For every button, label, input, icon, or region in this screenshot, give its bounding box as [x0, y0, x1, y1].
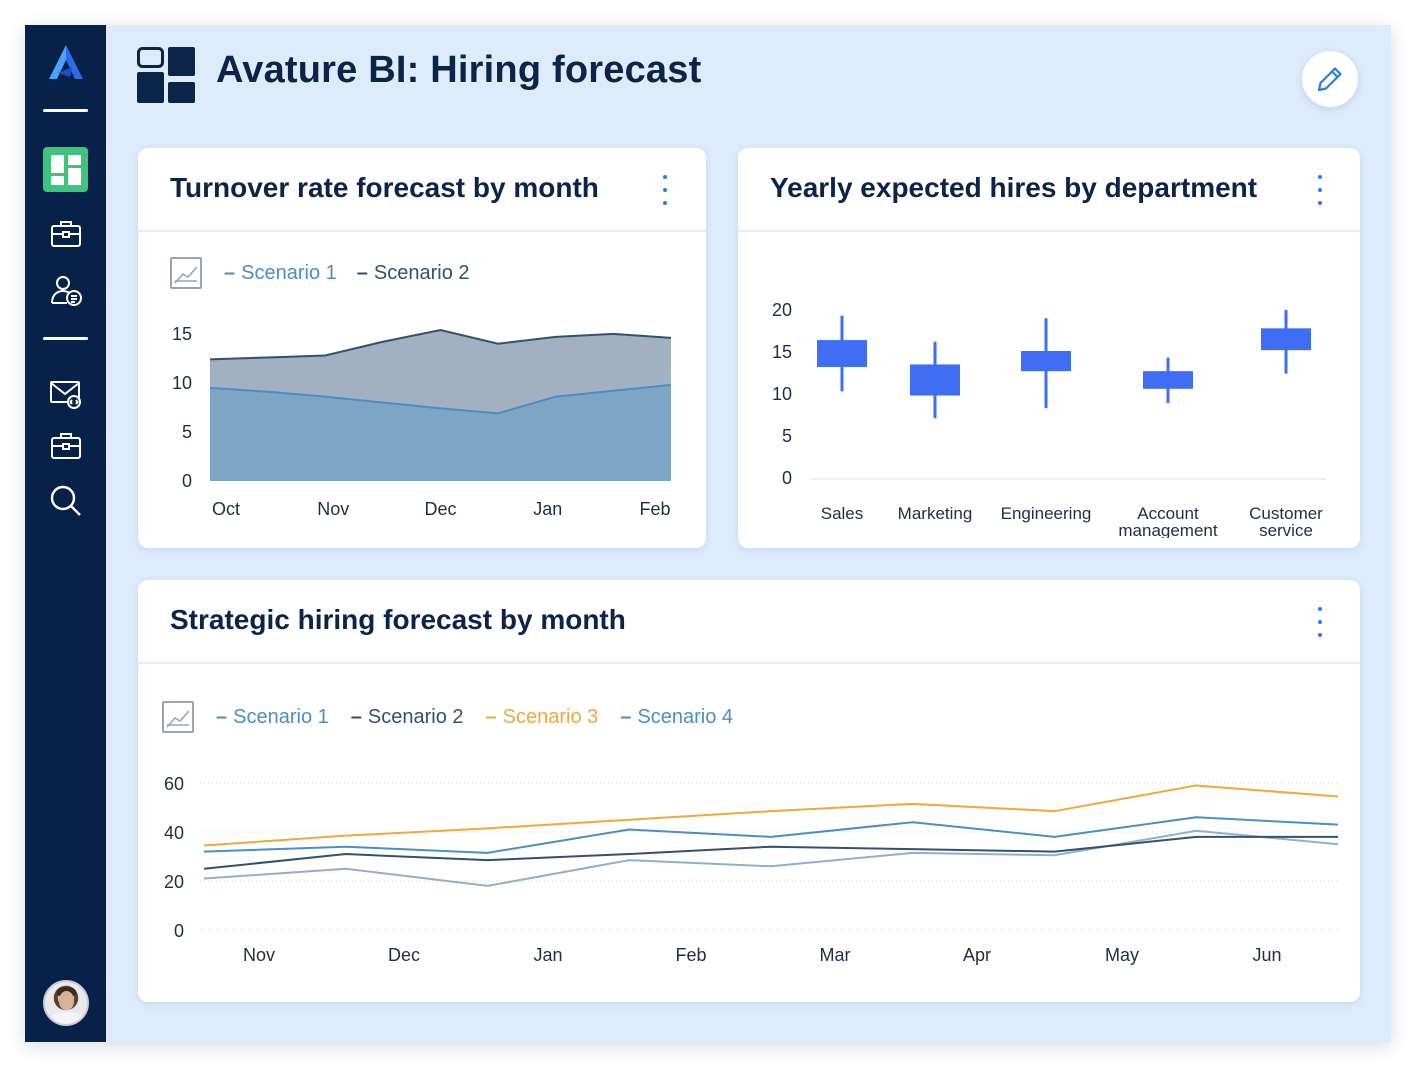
series-area-scenario-1 — [210, 384, 671, 481]
x-tick-label: Feb — [675, 945, 706, 965]
candle-box — [1261, 328, 1311, 351]
dashboard-icon — [50, 154, 81, 185]
chart-type-icon[interactable] — [170, 257, 202, 289]
card-title: Strategic hiring forecast by month — [170, 604, 626, 635]
x-tick-label: Marketing — [898, 504, 973, 523]
edit-button[interactable] — [1302, 51, 1358, 107]
user-avatar[interactable] — [43, 980, 89, 1026]
x-tick-label: Jan — [533, 945, 562, 965]
avature-logo-icon[interactable] — [46, 43, 86, 83]
x-tick-label: Jan — [533, 499, 562, 519]
turnover-card: Turnover rate forecast by month – Scenari… — [138, 148, 706, 548]
candle-box — [910, 364, 960, 396]
y-tick-label: 0 — [182, 471, 192, 491]
x-tick-label: Dec — [424, 499, 456, 519]
legend-item-scenario-4[interactable]: – Scenario 4 — [620, 705, 733, 728]
y-tick-label: 10 — [172, 373, 192, 393]
card-header: Strategic hiring forecast by month — [138, 580, 1360, 664]
y-tick-label: 20 — [164, 872, 184, 892]
y-tick-label: 20 — [772, 300, 792, 320]
legend-item-scenario-1[interactable]: – Scenario 1 — [216, 705, 329, 728]
sidebar-divider — [43, 109, 88, 112]
y-tick-label: 5 — [182, 422, 192, 442]
card-title: Turnover rate forecast by month — [170, 172, 599, 203]
strategic-line-chart: 0 20 40 60 Nov Dec Jan Feb Mar Apr May Jun — [164, 774, 1340, 965]
mail-settings-icon — [49, 380, 81, 409]
x-tick-label: Account management — [1118, 504, 1218, 538]
x-tick-label: May — [1105, 945, 1139, 965]
series-line-scenario-1 — [203, 816, 1339, 854]
search-icon — [50, 485, 81, 516]
page-title: Avature BI: Hiring forecast — [216, 49, 702, 91]
candle-box — [1143, 371, 1193, 389]
x-tick-label: Sales — [821, 504, 864, 523]
briefcase-icon — [50, 432, 81, 459]
series-line-scenario-4 — [203, 829, 1339, 887]
more-options-icon[interactable] — [658, 172, 672, 208]
app-window: Avature BI: Hiring forecast Turnover rat… — [25, 25, 1391, 1042]
dashboard-grid-icon — [137, 47, 195, 103]
sidebar-item-messages[interactable] — [43, 370, 88, 415]
pencil-icon — [1317, 67, 1342, 92]
y-tick-label: 0 — [782, 468, 792, 488]
sidebar-item-jobs[interactable] — [43, 211, 88, 256]
legend-item-scenario-2[interactable]: – Scenario 2 — [350, 705, 464, 728]
x-tick-label: Nov — [317, 499, 349, 519]
hires-card: Yearly expected hires by department 0 5 10… — [738, 148, 1360, 548]
y-tick-label: 60 — [164, 774, 184, 794]
series-line-scenario-2 — [203, 835, 1338, 870]
x-tick-label: Jun — [1252, 945, 1281, 965]
sidebar — [25, 25, 106, 1042]
y-tick-label: 5 — [782, 426, 792, 446]
y-tick-label: 15 — [772, 342, 792, 362]
candle-box — [817, 340, 867, 367]
hires-candlestick-chart: 0 5 10 15 20 Sales Marketing Engineering Account… — [772, 300, 1326, 538]
y-tick-label: 10 — [772, 384, 792, 404]
sidebar-item-portfolio[interactable] — [43, 423, 88, 468]
x-tick-label: Feb — [639, 499, 670, 519]
card-header: Yearly expected hires by department — [738, 148, 1360, 232]
candle-box — [1021, 351, 1071, 372]
x-tick-label: Customer service — [1249, 504, 1323, 538]
legend-item-scenario-2[interactable]: – Scenario 2 — [356, 261, 470, 284]
x-tick-label: Apr — [963, 945, 991, 965]
chart-legend: – Scenario 1 – Scenario 2 — [170, 257, 470, 289]
turnover-area-chart: 0 5 10 15 Oct Nov Dec Jan Feb — [172, 324, 672, 519]
more-options-icon[interactable] — [1313, 604, 1327, 640]
y-tick-label: 15 — [172, 324, 192, 344]
y-tick-label: 0 — [174, 921, 184, 941]
series-line-scenario-1 — [209, 383, 672, 415]
sidebar-divider — [43, 337, 88, 340]
briefcase-icon — [50, 220, 81, 247]
x-tick-label: Nov — [243, 945, 275, 965]
y-tick-label: 40 — [164, 823, 184, 843]
sidebar-item-search[interactable] — [43, 478, 88, 523]
x-tick-label: Mar — [820, 945, 851, 965]
series-line-scenario-2 — [209, 328, 672, 361]
card-title: Yearly expected hires by department — [770, 172, 1258, 203]
series-line-scenario-3 — [203, 784, 1339, 847]
chart-legend: – Scenario 1 – Scenario 2 – Scenario 3 – Sce… — [162, 701, 733, 733]
strategic-card: Strategic hiring forecast by month – Scen… — [138, 580, 1360, 1002]
sidebar-item-dashboard[interactable] — [43, 147, 88, 192]
legend-item-scenario-1[interactable]: – Scenario 1 — [224, 261, 337, 284]
user-list-icon — [50, 275, 82, 306]
more-options-icon[interactable] — [1313, 172, 1327, 208]
chart-type-icon[interactable] — [162, 701, 194, 733]
x-tick-label: Engineering — [1001, 504, 1092, 523]
legend-item-scenario-3[interactable]: – Scenario 3 — [485, 705, 599, 728]
x-tick-label: Dec — [388, 945, 420, 965]
x-tick-label: Oct — [212, 499, 240, 519]
sidebar-item-candidates[interactable] — [43, 267, 88, 312]
card-header: Turnover rate forecast by month — [138, 148, 706, 232]
